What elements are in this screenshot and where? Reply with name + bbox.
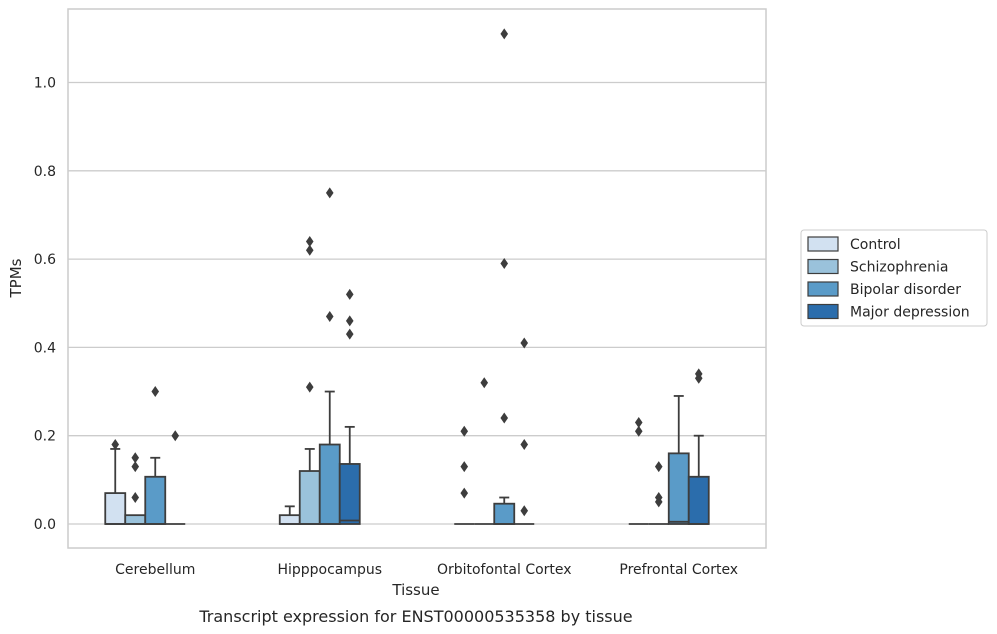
box-bipolar-disorder (667, 395, 690, 525)
outlier-point (634, 416, 643, 428)
box-control (628, 416, 649, 525)
legend-swatch (807, 303, 839, 320)
outlier-point (171, 430, 180, 442)
box (687, 475, 710, 525)
box (318, 443, 341, 525)
box (278, 514, 301, 525)
outlier-point (151, 386, 160, 398)
outlier-point (500, 28, 509, 40)
x-tick-label: Orbitofontal Cortex (437, 562, 572, 578)
x-tick-label: Hipppocampus (277, 562, 382, 578)
box (298, 470, 321, 525)
box (124, 514, 147, 525)
box (667, 452, 690, 525)
outlier-point (131, 452, 140, 464)
outlier-point (480, 377, 489, 389)
x-tick-label: Prefrontal Cortex (619, 562, 738, 578)
outlier-point (520, 439, 529, 451)
gridlines (68, 81, 766, 525)
outlier-point (131, 492, 140, 504)
legend-swatch (807, 258, 839, 275)
y-tick-label: 0.4 (34, 340, 56, 356)
outlier-point (500, 258, 509, 270)
y-tick-label: 0.2 (34, 429, 56, 445)
y-tick-label: 0.8 (34, 164, 56, 180)
box-schizophrenia (474, 377, 495, 525)
legend-swatch (807, 236, 839, 252)
outlier-point (654, 461, 663, 473)
box-bipolar-disorder (318, 187, 341, 525)
outlier-point (694, 368, 703, 380)
y-tick-label: 0.6 (34, 252, 56, 268)
legend-label: Major depression (850, 305, 970, 321)
y-tick-label: 1.0 (34, 76, 56, 92)
box-schizophrenia (298, 235, 321, 525)
box-major-depression (687, 368, 710, 525)
outlier-point (325, 187, 334, 199)
box (104, 492, 127, 525)
box (338, 463, 361, 525)
x-tick-label: Cerebellum (115, 562, 195, 578)
x-tick-labels: Cerebellum Hipppocampus Orbitofontal Corte… (115, 562, 738, 578)
box-bipolar-disorder (493, 28, 516, 525)
y-tick-label: 0.0 (34, 517, 56, 533)
box-control (278, 505, 301, 525)
outlier-point (345, 315, 354, 327)
outlier-point (500, 412, 509, 424)
outlier-point (520, 337, 529, 349)
box-major-depression (514, 337, 535, 525)
legend-swatch (807, 281, 839, 297)
box-bipolar-disorder (144, 386, 167, 525)
outlier-point (654, 492, 663, 504)
outlier-point (634, 425, 643, 437)
outlier-point (305, 235, 314, 247)
outlier-point (460, 425, 469, 437)
box-schizophrenia (124, 452, 147, 525)
box (144, 475, 167, 525)
y-axis-label: TPMs (7, 258, 25, 298)
outlier-point (345, 328, 354, 340)
outlier-point (305, 244, 314, 256)
legend-frame (800, 229, 988, 327)
box-control (454, 425, 475, 525)
outlier-point (345, 288, 354, 300)
outlier-point (131, 461, 140, 473)
y-tick-labels: 0.0 0.2 0.4 0.6 0.8 1.0 (34, 76, 56, 534)
outlier-point (520, 505, 529, 517)
box-control (104, 439, 127, 525)
outlier-point (460, 487, 469, 499)
legend: Control Schizophrenia Bipolar disorder Majo… (800, 229, 988, 327)
box-major-depression (338, 288, 361, 525)
boxes (104, 28, 710, 525)
chart-caption: Transcript expression for ENST0000053535… (198, 607, 632, 626)
plot-frame (67, 8, 767, 549)
outlier-point (305, 381, 314, 393)
box-schizophrenia (648, 461, 669, 525)
outlier-point (325, 310, 334, 322)
outlier-point (460, 461, 469, 473)
legend-label: Bipolar disorder (850, 282, 961, 298)
legend-label: Schizophrenia (850, 260, 948, 276)
x-axis-label: Tissue (391, 581, 439, 599)
box (493, 502, 516, 525)
box-major-depression (165, 430, 186, 525)
outlier-point (111, 439, 120, 451)
legend-label: Control (850, 237, 901, 253)
